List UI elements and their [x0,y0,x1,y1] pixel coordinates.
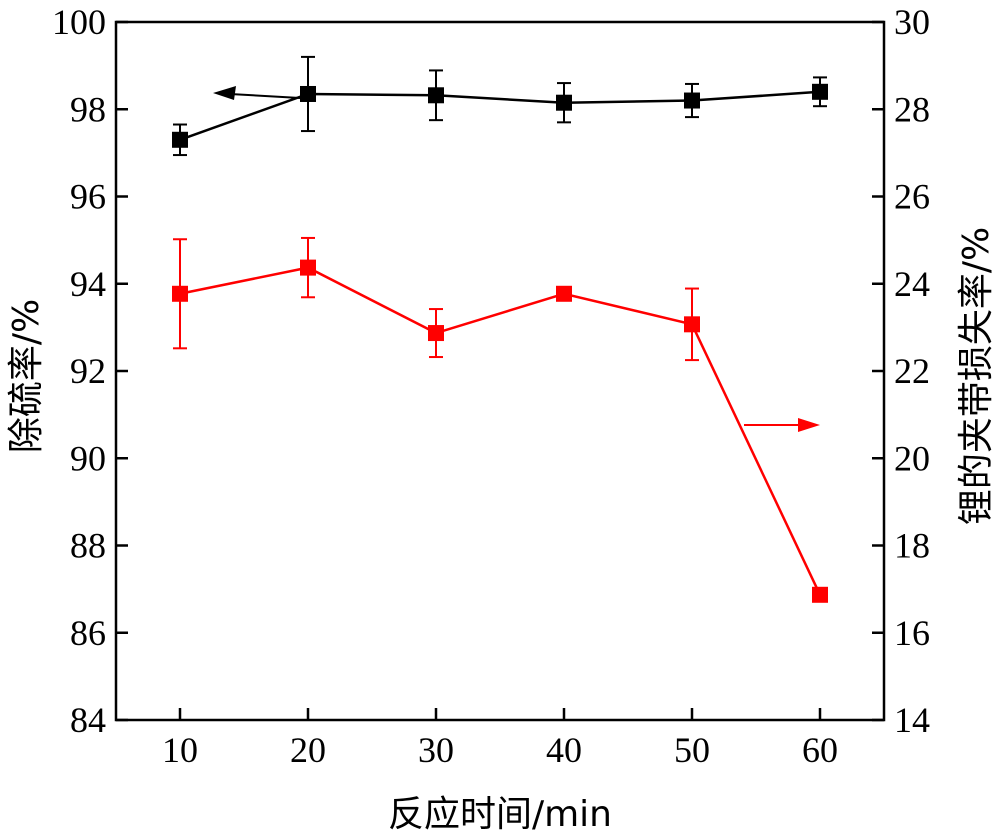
chart-marks [172,55,828,603]
y-left-axis-title: 除硫率/% [6,299,47,453]
y-left-tick-label: 92 [70,351,106,391]
data-point [428,87,444,104]
axis-arrow-head [798,418,820,432]
y-left-tick-label: 96 [70,177,106,217]
axis-arrow [229,92,301,99]
y-left-tick-label: 88 [70,526,106,566]
x-tick-label: 40 [546,730,582,770]
data-point [684,316,700,333]
x-tick-label: 50 [674,730,710,770]
data-point [812,83,828,100]
y-right-tick-label: 24 [894,264,930,304]
data-point [556,94,572,111]
y-left-tick-label: 86 [70,613,106,653]
data-point [812,586,828,603]
y-right-tick-label: 20 [894,438,930,478]
y-right-tick-label: 22 [894,351,930,391]
data-point [684,92,700,109]
series-line [179,90,821,141]
y-left-tick-label: 94 [70,264,106,304]
x-tick-label: 10 [162,730,198,770]
x-axis-title: 反应时间/min [388,794,612,833]
data-point [172,131,188,148]
y-left-tick-label: 98 [70,89,106,129]
y-right-axis-title: 锂的夹带损失率/% [956,227,997,525]
y-right-tick-label: 18 [894,526,930,566]
y-left-tick-label: 100 [52,2,106,42]
y-right-tick-label: 14 [894,700,930,740]
y-right-tick-label: 16 [894,613,930,653]
axis-arrow-head [213,85,236,100]
data-point [428,325,444,342]
x-tick-label: 20 [290,730,326,770]
x-tick-label: 30 [418,730,454,770]
axes: 10 20 30 40 50 60 84 86 88 90 92 94 96 98 100 14 16 18 20 2… [52,2,930,770]
data-point [556,285,572,302]
x-tick-label: 60 [802,730,838,770]
data-point [172,285,188,302]
y-left-tick-label: 84 [70,700,106,740]
data-point [300,259,316,276]
axis-labels: 反应时间/min 除硫率/% 锂的夹带损失率/% [6,227,997,833]
plot-frame [114,20,886,722]
series-2 [172,236,828,603]
series-line [179,266,822,596]
y-left-tick-label: 90 [70,438,106,478]
series-1 [172,55,828,157]
y-right-tick-label: 26 [894,177,930,217]
y-right-tick-label: 28 [894,89,930,129]
data-point [300,85,316,102]
y-right-tick-label: 30 [894,2,930,42]
